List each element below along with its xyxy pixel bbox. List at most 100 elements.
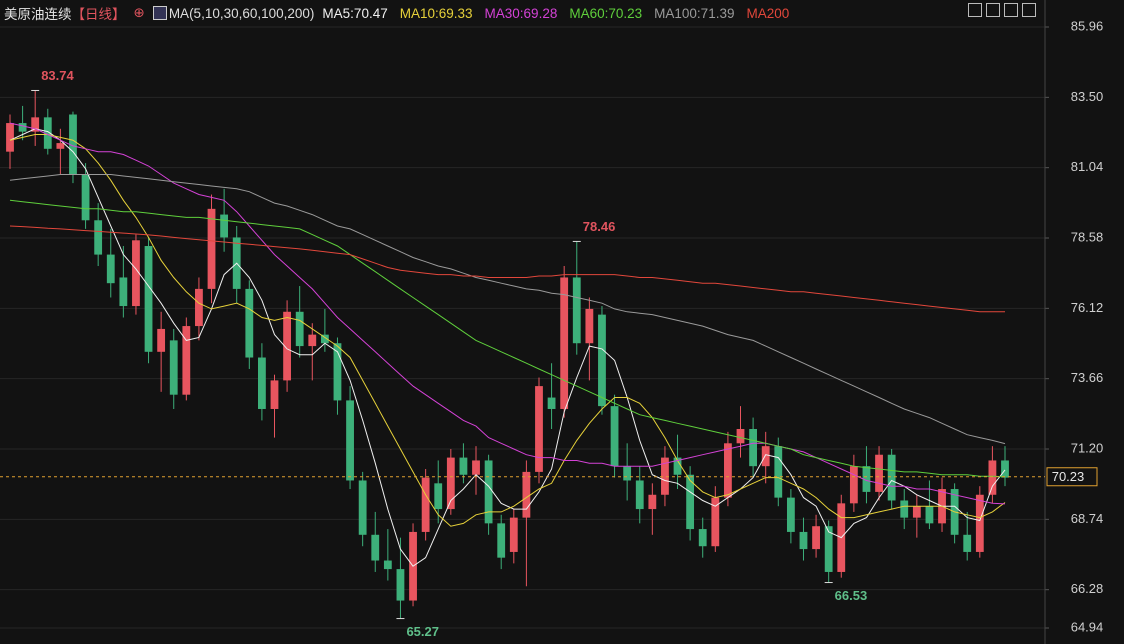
extreme-label: 66.53	[835, 588, 868, 603]
toolbar	[968, 3, 1036, 17]
y-axis: 85.96 83.50 81.04 78.58 76.12 73.66 71.20 68.74…	[1045, 18, 1103, 634]
candle-body	[925, 506, 934, 524]
legend-entry: MA30:69.28	[484, 5, 558, 21]
candle-body	[358, 480, 367, 535]
candle-body	[106, 254, 115, 284]
ma-line	[9, 122, 1006, 505]
candle-body	[69, 114, 77, 175]
settings-icon[interactable]: ⊕	[133, 5, 145, 20]
candle-body	[270, 380, 279, 409]
candle-body	[295, 311, 304, 347]
candle-body	[963, 534, 972, 552]
candle-body	[484, 460, 493, 524]
legend-entry: MA5:70.47	[322, 5, 388, 21]
candle-body	[144, 246, 153, 352]
extreme-label: 78.46	[583, 219, 616, 234]
y-tick-label: 68.74	[1071, 511, 1104, 526]
candle-body	[56, 143, 65, 149]
candle-body	[94, 220, 103, 255]
candle-body	[434, 483, 443, 510]
candle-body	[623, 466, 632, 481]
extreme-label: 65.27	[406, 624, 439, 639]
candle-body	[824, 526, 833, 572]
candle-body	[724, 443, 732, 498]
candle-body	[887, 454, 896, 501]
candle-body	[522, 471, 531, 518]
candle-body	[849, 466, 858, 504]
chart-title: 美原油连续	[4, 7, 72, 22]
candle-body	[610, 406, 619, 467]
candle-body	[245, 288, 254, 358]
candle-body	[6, 123, 14, 152]
candle-body	[43, 117, 52, 149]
indicator: MA(5,10,30,60,100,200)	[168, 5, 315, 21]
candle-body	[673, 457, 682, 475]
legend-entry: MA100:71.39	[654, 5, 735, 21]
candle-body	[560, 277, 569, 409]
candle-body	[81, 174, 90, 221]
candle-body	[383, 560, 392, 570]
ma-line	[9, 199, 1006, 478]
candle-body	[585, 308, 594, 344]
candle-body	[346, 400, 354, 481]
candle-body	[761, 446, 770, 467]
candle-body	[509, 517, 518, 552]
y-tick-label: 66.28	[1071, 581, 1104, 596]
ma-line	[9, 128, 1006, 567]
candle-body	[535, 386, 543, 472]
candle-body	[119, 277, 128, 307]
last-price-label: 70.23	[1052, 469, 1085, 484]
legend-entry: MA10:69.33	[399, 5, 473, 21]
candle-body	[157, 328, 166, 352]
y-tick-label: 81.04	[1071, 159, 1104, 174]
candle-body	[31, 117, 40, 132]
candle-body	[812, 526, 820, 550]
candle-body	[749, 429, 758, 467]
candle-body	[497, 523, 506, 558]
y-tick-label: 85.96	[1071, 18, 1104, 33]
candle-body	[207, 208, 216, 289]
candle-body	[786, 497, 795, 532]
ma-line	[9, 225, 1005, 313]
candle-body	[661, 457, 669, 495]
y-tick-label: 78.58	[1071, 229, 1104, 244]
candle-body	[308, 334, 317, 347]
tool-button[interactable]	[1022, 3, 1036, 17]
legend: MA5:70.47 MA10:69.33 MA30:69.28 MA60:70.23 M…	[322, 6, 789, 21]
candle-body	[774, 446, 783, 498]
candle-body	[736, 429, 745, 444]
candle-body	[182, 326, 191, 395]
tool-button[interactable]	[986, 3, 1000, 17]
candle-body	[988, 460, 997, 495]
y-tick-label: 76.12	[1071, 300, 1104, 315]
candle-body	[446, 457, 455, 510]
candle-body	[421, 477, 430, 532]
y-tick-label: 71.20	[1071, 440, 1104, 455]
extreme-label: 83.74	[41, 68, 74, 83]
tool-button[interactable]	[1004, 3, 1018, 17]
candle-body	[1001, 460, 1009, 478]
candle-body	[572, 277, 581, 344]
candle-body	[975, 494, 984, 552]
candle-body	[459, 457, 468, 475]
candle-body	[900, 500, 909, 518]
candle-body	[257, 357, 266, 409]
indicator-icon[interactable]	[152, 6, 167, 20]
tool-button[interactable]	[968, 3, 982, 17]
ma-line	[9, 134, 1006, 527]
candle-body	[333, 343, 342, 401]
header: 美原油连续 【日线】 ⊕ MA(5,10,30,60,100,200) MA5:…	[4, 4, 789, 22]
axis-panel	[1045, 0, 1124, 644]
candle-body	[648, 494, 657, 510]
last-price-box	[1046, 467, 1098, 487]
candle-body	[635, 480, 644, 510]
candle-body	[547, 397, 556, 409]
y-tick-label: 64.94	[1071, 619, 1104, 634]
legend-entry: MA60:70.23	[569, 5, 643, 21]
candle-body	[320, 334, 329, 344]
candle-body	[283, 311, 291, 381]
candle-body	[18, 123, 27, 132]
period: 【日线】	[71, 7, 126, 22]
y-tick-label: 83.50	[1071, 89, 1104, 104]
